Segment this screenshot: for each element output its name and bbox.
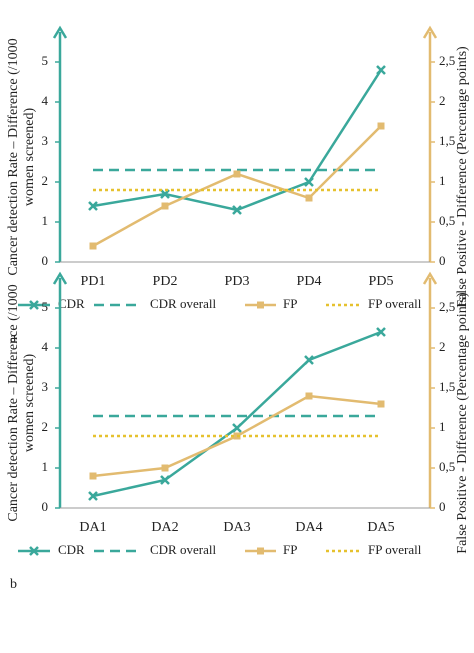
marker-square: [377, 400, 385, 408]
y2-tick-label: 1: [439, 419, 446, 434]
y-tick-label: 1: [42, 213, 49, 228]
y-axis-arrow: [52, 271, 68, 285]
y2-tick-label: 1,5: [439, 133, 455, 148]
panel-label: b: [10, 577, 17, 592]
y2-tick-label: 1: [439, 173, 446, 188]
y2-tick-label: 0,5: [439, 213, 455, 228]
x-tick-label: DA5: [367, 520, 394, 535]
y-tick-label: 0: [42, 499, 49, 514]
marker-square: [89, 242, 97, 250]
legend-label: FP overall: [368, 542, 422, 557]
marker-square: [305, 194, 313, 202]
marker-x: [88, 491, 98, 501]
x-tick-label: DA4: [295, 520, 322, 535]
y-tick-label: 2: [42, 173, 49, 188]
y2-axis-arrow: [422, 25, 438, 39]
chart-panel: 0 1 2 3 4 5 0 0,5 1 1,5 2 2,5 PD1 PD2 PD3 PD4 PD5 Cancer …: [6, 25, 470, 346]
x-tick-label: PD3: [225, 274, 250, 289]
legend-label: FP: [283, 296, 297, 311]
y2-tick-label: 2,5: [439, 53, 455, 68]
y-tick-label: 5: [42, 53, 49, 68]
y2-tick-label: 1,5: [439, 379, 455, 394]
chart-panel: 0 1 2 3 4 5 0 0,5 1 1,5 2 2,5 DA1 DA2 DA3 DA4 DA5 Cancer …: [6, 271, 470, 592]
marker-square: [161, 464, 169, 472]
legend-label: CDR: [58, 542, 85, 557]
marker-x: [304, 177, 314, 187]
x-tick-label: PD2: [153, 274, 178, 289]
marker-x: [376, 327, 386, 337]
x-tick-label: PD5: [369, 274, 394, 289]
marker-x: [160, 189, 170, 199]
x-tick-label: DA3: [223, 520, 250, 535]
y-tick-label: 5: [42, 299, 49, 314]
marker-square: [377, 122, 385, 130]
marker-square: [233, 170, 241, 178]
y2-tick-label: 0,5: [439, 459, 455, 474]
marker-x: [160, 475, 170, 485]
x-tick-label: DA1: [79, 520, 106, 535]
legend-label: FP: [283, 542, 297, 557]
y-axis-title: Cancer detection Rate – Difference (/100…: [6, 38, 21, 275]
y-tick-label: 4: [42, 93, 49, 108]
y2-axis-title: False Positive - Difference (Percentage …: [455, 292, 470, 554]
y-tick-label: 3: [42, 133, 49, 148]
x-tick-label: PD4: [297, 274, 322, 289]
y-axis-arrow: [52, 25, 68, 39]
x-tick-label: PD1: [81, 274, 106, 289]
legend-label: CDR overall: [150, 542, 216, 557]
legend-label: FP overall: [368, 296, 422, 311]
y2-tick-label: 2: [439, 339, 446, 354]
series-line: [92, 125, 382, 248]
y-tick-label: 4: [42, 339, 49, 354]
marker-square: [305, 392, 313, 400]
y2-tick-label: 0: [439, 499, 446, 514]
legend-marker: [257, 301, 264, 309]
legend-marker: [29, 546, 39, 556]
legend-marker: [257, 547, 264, 555]
panel-label: a: [10, 331, 17, 346]
marker-x: [232, 205, 242, 215]
y2-tick-label: 0: [439, 253, 446, 268]
y2-tick-label: 2,5: [439, 299, 455, 314]
y-axis-title: women screened): [22, 107, 37, 206]
legend-label: CDR: [58, 296, 85, 311]
y-axis-title: Cancer detection Rate – Difference (/100…: [6, 284, 21, 521]
y-tick-label: 2: [42, 419, 49, 434]
y-tick-label: 3: [42, 379, 49, 394]
marker-square: [89, 472, 97, 480]
legend-label: CDR overall: [150, 296, 216, 311]
legend-marker: [29, 300, 39, 310]
y2-axis-title: False Positive - Difference (Percentage …: [455, 46, 470, 308]
x-tick-label: DA2: [151, 520, 178, 535]
y2-axis-arrow: [422, 271, 438, 285]
y-axis-title: women screened): [22, 353, 37, 452]
y-tick-label: 0: [42, 253, 49, 268]
marker-x: [88, 201, 98, 211]
y-tick-label: 1: [42, 459, 49, 474]
y2-tick-label: 2: [439, 93, 446, 108]
marker-x: [304, 355, 314, 365]
marker-x: [232, 423, 242, 433]
marker-square: [161, 202, 169, 210]
marker-x: [376, 65, 386, 75]
